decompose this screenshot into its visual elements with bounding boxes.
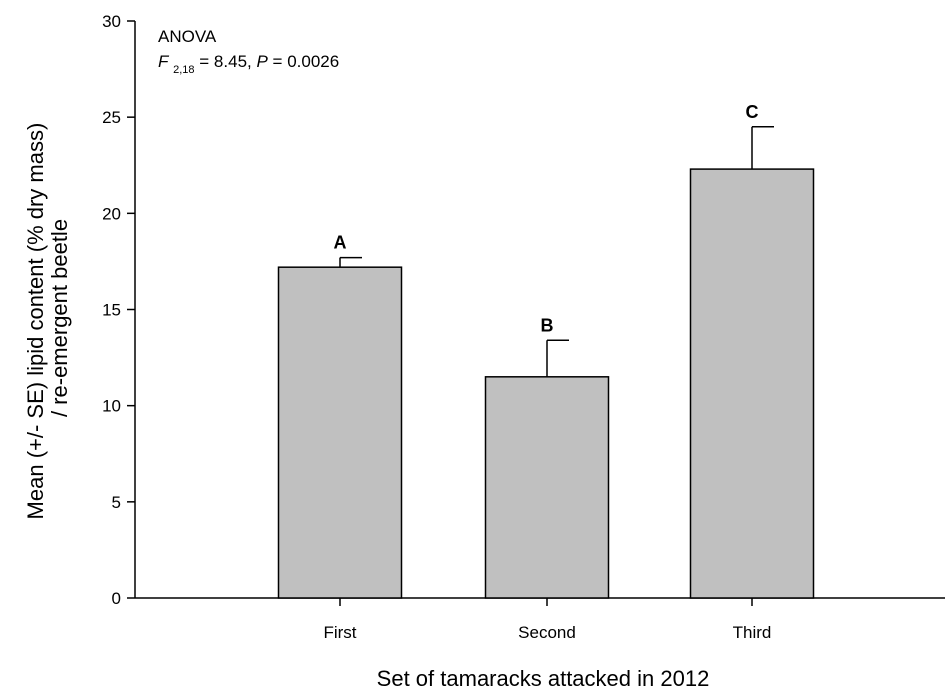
y-axis-title: Mean (+/- SE) lipid content (% dry mass)…	[23, 117, 72, 520]
x-tick-label: First	[323, 623, 356, 642]
significance-letters: A B C	[334, 102, 759, 335]
bar	[484, 376, 610, 599]
bar	[277, 266, 403, 599]
y-tick-label: 20	[102, 204, 121, 223]
x-tick-label: Third	[733, 623, 772, 642]
y-axis-title-line-2: / re-emergent beetle	[47, 219, 72, 417]
bars	[277, 168, 815, 599]
anova-title: ANOVA	[158, 27, 217, 46]
x-axis-title: Set of tamaracks attacked in 2012	[377, 666, 710, 691]
anova-f-symbol: F	[158, 52, 170, 71]
y-tick-label: 30	[102, 12, 121, 31]
anova-f-subscript: 2,18	[173, 64, 194, 76]
error-bars	[339, 126, 774, 377]
x-tick-label: Second	[518, 623, 576, 642]
anova-p-symbol: P	[256, 52, 268, 71]
y-tick-label: 0	[112, 589, 121, 608]
anova-annotation: ANOVA F 2,18 = 8.45, P = 0.0026	[158, 27, 339, 77]
y-axis: 0 5 10 15 20 25 30	[102, 12, 136, 608]
y-tick-label: 25	[102, 108, 121, 127]
significance-letter: A	[334, 233, 347, 253]
x-axis: First Second Third	[135, 597, 945, 642]
anova-f-value: = 8.45,	[199, 52, 256, 71]
y-tick-label: 5	[112, 493, 121, 512]
y-axis-title-line-1: Mean (+/- SE) lipid content (% dry mass)	[23, 123, 48, 520]
anova-statistic: F 2,18 = 8.45, P = 0.0026	[158, 52, 339, 77]
y-tick-label: 10	[102, 397, 121, 416]
y-tick-label: 15	[102, 301, 121, 320]
anova-p-value: = 0.0026	[273, 52, 340, 71]
bar	[689, 168, 815, 599]
significance-letter: C	[746, 102, 759, 122]
significance-letter: B	[541, 315, 554, 335]
